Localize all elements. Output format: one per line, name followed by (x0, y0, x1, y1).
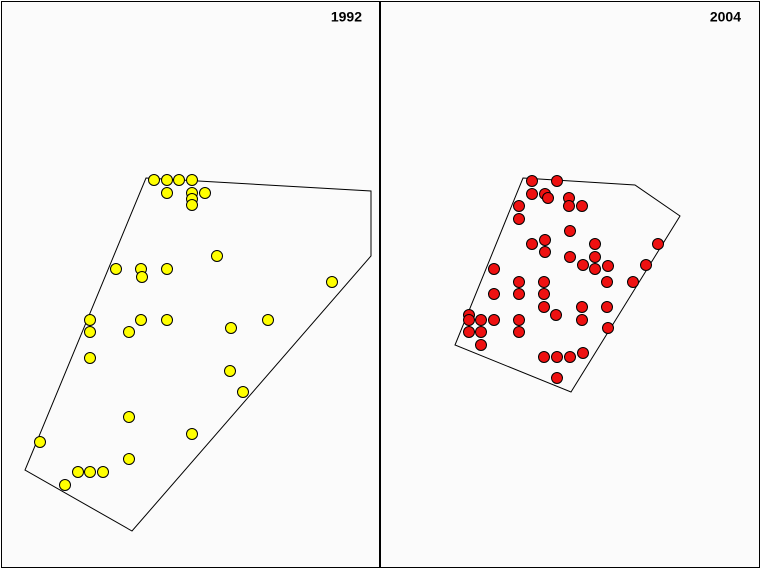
point (34, 436, 46, 448)
point (564, 225, 576, 237)
point (123, 453, 135, 465)
point (161, 174, 173, 186)
point (237, 386, 249, 398)
panel-border (1, 1, 380, 568)
point (577, 347, 589, 359)
point (475, 339, 487, 351)
panel: 2004 (380, 1, 760, 568)
point (463, 314, 475, 326)
point (84, 314, 96, 326)
panel: 1992 (1, 1, 380, 568)
point (577, 259, 589, 271)
point (173, 174, 185, 186)
point (539, 234, 551, 246)
point (199, 187, 211, 199)
point (576, 301, 588, 313)
point (488, 263, 500, 275)
point (551, 372, 563, 384)
point (526, 238, 538, 250)
point (326, 276, 338, 288)
point (563, 200, 575, 212)
point (551, 351, 563, 363)
point (224, 365, 236, 377)
point (538, 351, 550, 363)
point (538, 288, 550, 300)
point (161, 187, 173, 199)
point (539, 246, 551, 258)
point (589, 263, 601, 275)
point (135, 314, 147, 326)
point (526, 188, 538, 200)
point (262, 314, 274, 326)
point (513, 276, 525, 288)
point (513, 200, 525, 212)
point (475, 326, 487, 338)
point (84, 352, 96, 364)
point (59, 479, 71, 491)
point (640, 259, 652, 271)
point (110, 263, 122, 275)
hull (24, 177, 372, 532)
point (542, 192, 554, 204)
point (72, 466, 84, 478)
point (589, 238, 601, 250)
point (602, 322, 614, 334)
point (225, 322, 237, 334)
point (123, 326, 135, 338)
point (589, 251, 601, 263)
panel-border (380, 1, 760, 568)
point (186, 428, 198, 440)
panel-title: 2004 (710, 9, 741, 25)
point (576, 314, 588, 326)
point (601, 301, 613, 313)
point (564, 351, 576, 363)
point (627, 276, 639, 288)
point (186, 199, 198, 211)
point (526, 175, 538, 187)
point (97, 466, 109, 478)
point (161, 314, 173, 326)
point (475, 314, 487, 326)
point (538, 276, 550, 288)
point (601, 276, 613, 288)
point (576, 200, 588, 212)
point (123, 411, 135, 423)
point (488, 288, 500, 300)
point (463, 326, 475, 338)
point (186, 174, 198, 186)
point (652, 238, 664, 250)
panel-title: 1992 (331, 9, 362, 25)
point (513, 288, 525, 300)
point (538, 301, 550, 313)
point (136, 271, 148, 283)
point (551, 175, 563, 187)
point (513, 314, 525, 326)
point (161, 263, 173, 275)
point (84, 466, 96, 478)
point (211, 250, 223, 262)
point (488, 314, 500, 326)
point (602, 260, 614, 272)
point (513, 213, 525, 225)
point (148, 174, 160, 186)
point (84, 326, 96, 338)
point (564, 251, 576, 263)
point (550, 309, 562, 321)
point (513, 326, 525, 338)
